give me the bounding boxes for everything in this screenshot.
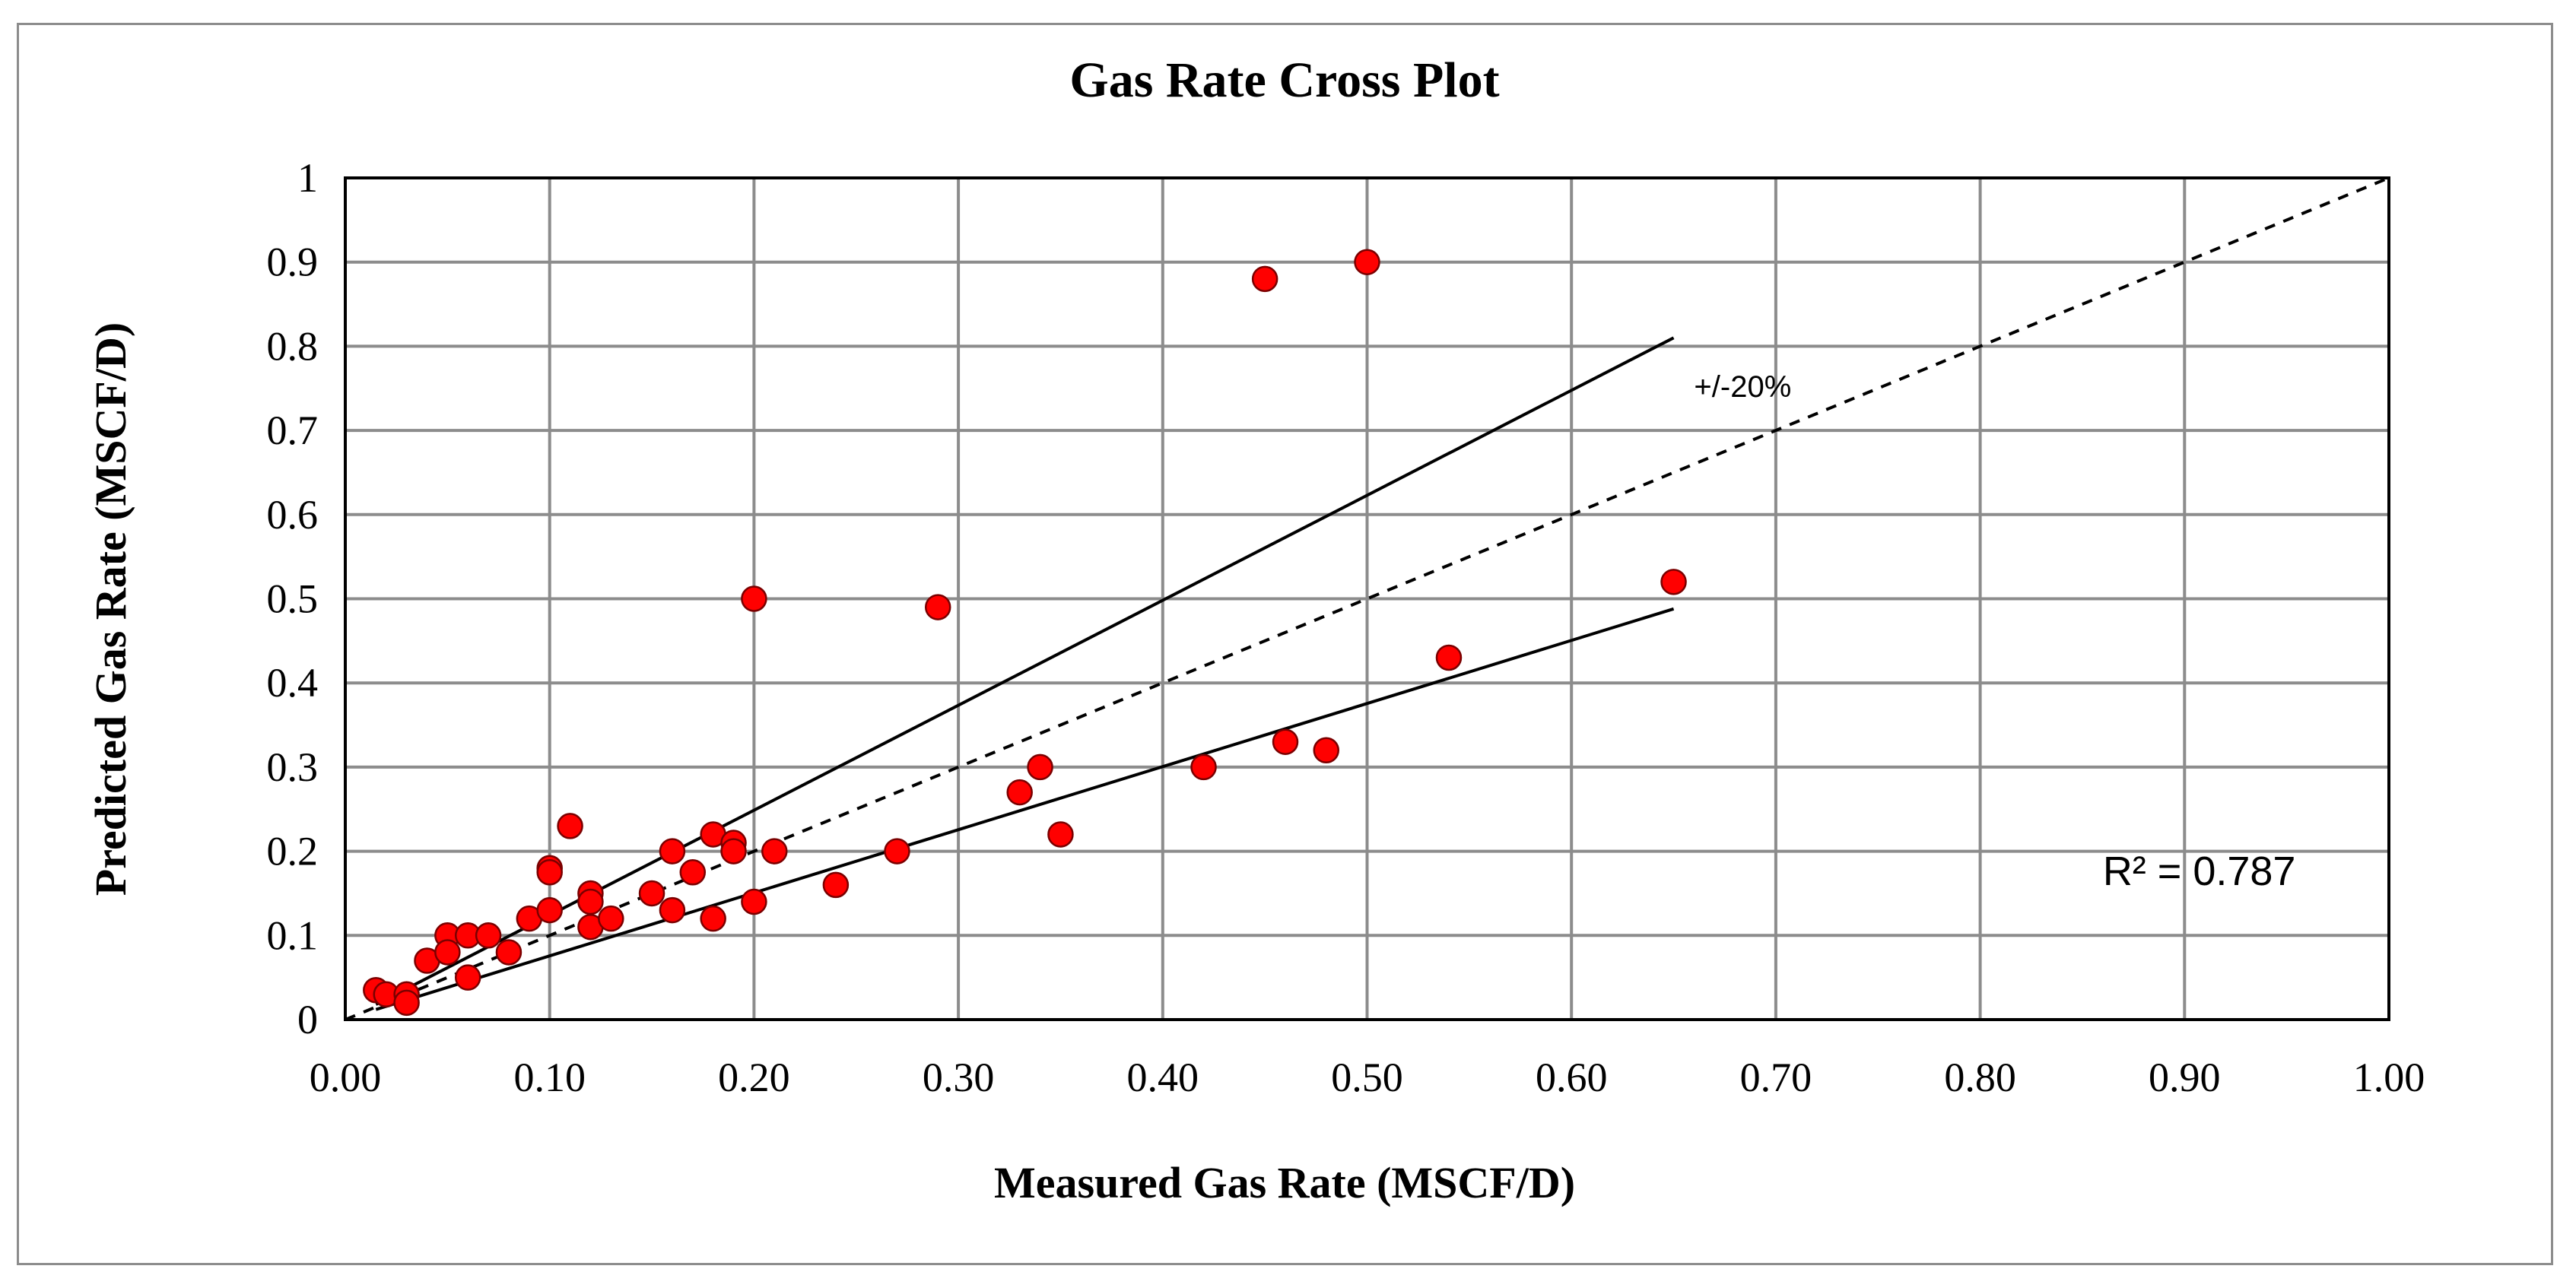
x-tick-label: 0.60	[1536, 1055, 1608, 1100]
x-axis-title: Measured Gas Rate (MSCF/D)	[994, 1158, 1575, 1207]
x-tick-label: 0.10	[513, 1055, 586, 1100]
data-point	[598, 905, 624, 932]
y-tick-label: 0.7	[267, 408, 319, 453]
y-tick-label: 1	[297, 155, 318, 201]
data-point	[659, 896, 686, 924]
data-point	[1006, 779, 1033, 806]
y-tick-label: 0.5	[267, 576, 319, 622]
unity-line	[345, 176, 2390, 1021]
data-point	[577, 888, 604, 915]
data-point	[1272, 728, 1299, 755]
data-point	[741, 888, 767, 915]
r-squared-label: R² = 0.787	[2103, 849, 2296, 894]
data-point	[924, 594, 951, 620]
y-tick-label: 0.2	[267, 829, 319, 874]
y-tick-label: 0.8	[267, 323, 319, 369]
data-point	[761, 838, 788, 864]
data-point	[1027, 753, 1053, 781]
scatter-chart: 0.00 0.10 0.20 0.30 0.40 0.50 0.60 0.70 0.80 0.90…	[86, 52, 2425, 1207]
data-point	[1435, 644, 1463, 671]
y-tick-label: 0.9	[267, 240, 319, 285]
data-point	[1354, 249, 1380, 275]
data-point	[659, 838, 686, 864]
chart-frame: 0.00 0.10 0.20 0.30 0.40 0.50 0.60 0.70 0.80 0.90…	[17, 23, 2553, 1265]
y-tick-label: 0.1	[267, 912, 319, 958]
x-tick-label: 0.40	[1127, 1055, 1199, 1100]
data-point	[679, 859, 707, 886]
x-tick-label: 0.30	[923, 1055, 995, 1100]
data-point	[720, 838, 747, 864]
data-point	[495, 939, 523, 966]
data-points	[363, 249, 1687, 1017]
chart-title: Gas Rate Cross Plot	[1069, 52, 1499, 108]
data-point	[884, 838, 910, 864]
band-label: +/-20%	[1694, 370, 1791, 404]
data-point	[822, 871, 850, 899]
x-tick-label: 0.90	[2149, 1055, 2221, 1100]
lower-20-line	[375, 607, 1675, 1011]
y-tick-label: 0	[297, 997, 318, 1042]
data-point	[1251, 265, 1278, 293]
y-tick-label: 0.4	[267, 660, 319, 706]
data-point	[1047, 821, 1074, 848]
annotations: +/-20% R² = 0.787	[1694, 370, 2295, 894]
y-axis-title: Predicted Gas Rate (MSCF/D)	[86, 322, 135, 896]
y-tick-labels: 0 0.1 0.2 0.3 0.4 0.5 0.6 0.7 0.8 0.9 1	[267, 155, 319, 1042]
data-point	[1190, 753, 1217, 781]
y-tick-label: 0.3	[267, 744, 319, 790]
data-point	[454, 964, 481, 991]
x-tick-label: 1.00	[2353, 1055, 2425, 1100]
data-point	[741, 585, 767, 612]
y-tick-label: 0.6	[267, 492, 319, 538]
x-tick-label: 0.80	[1944, 1055, 2016, 1100]
data-point	[1313, 737, 1340, 764]
data-point	[536, 896, 563, 924]
x-tick-label: 0.70	[1740, 1055, 1812, 1100]
data-point	[700, 905, 726, 932]
x-tick-label: 0.50	[1331, 1055, 1403, 1100]
x-tick-labels: 0.00 0.10 0.20 0.30 0.40 0.50 0.60 0.70 0.80 0.90…	[310, 1055, 2425, 1100]
data-point	[393, 989, 420, 1017]
data-point	[1660, 569, 1687, 595]
plot-border	[344, 176, 2390, 1021]
data-point	[434, 939, 461, 966]
data-point	[557, 813, 583, 839]
data-point	[475, 922, 502, 949]
x-tick-label: 0.20	[718, 1055, 790, 1100]
data-point	[638, 880, 665, 907]
x-tick-label: 0.00	[310, 1055, 382, 1100]
data-point	[536, 859, 563, 886]
